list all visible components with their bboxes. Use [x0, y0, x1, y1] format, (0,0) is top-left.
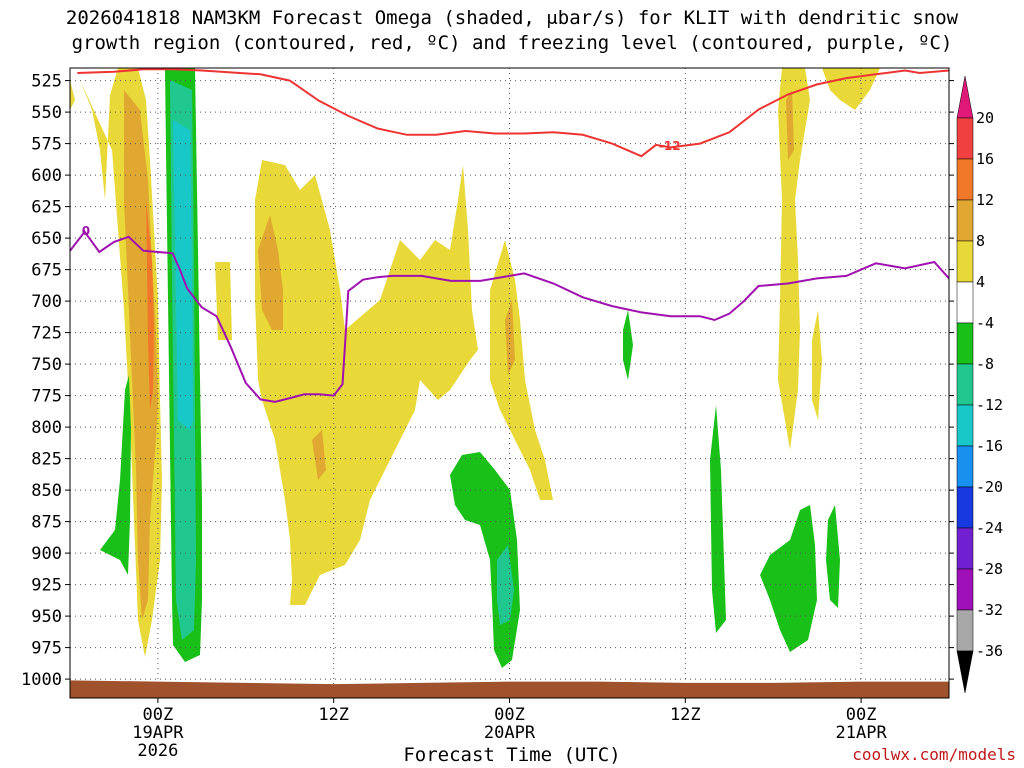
- omega-region-negative: [710, 405, 726, 633]
- y-tick-label: 575: [31, 135, 62, 155]
- colorbar-label: -20: [976, 478, 1003, 496]
- y-tick-label: 600: [31, 166, 62, 186]
- colorbar-label: 16: [976, 150, 994, 168]
- y-tick-label: 525: [31, 72, 62, 92]
- y-tick-label: 925: [31, 576, 62, 596]
- colorbar-label: -8: [976, 355, 994, 373]
- colorbar-swatch: [956, 322, 974, 365]
- colorbar-swatch: [956, 650, 974, 694]
- omega-region-positive: [778, 68, 810, 450]
- x-tick-label: 12Z: [670, 705, 701, 725]
- y-tick-label: 725: [31, 324, 62, 344]
- y-tick-label: 700: [31, 292, 62, 312]
- y-tick-label: 875: [31, 513, 62, 533]
- omega-region-positive: [786, 90, 794, 160]
- colorbar-label: -36: [976, 642, 1003, 660]
- y-tick-label: 1000: [21, 670, 62, 690]
- x-tick-label: 19APR: [132, 723, 184, 743]
- colorbar-label: -12: [976, 396, 1003, 414]
- colorbar-swatch: [956, 527, 974, 570]
- y-tick-label: 675: [31, 261, 62, 281]
- y-tick-label: 550: [31, 103, 62, 123]
- contours: -12 0: [70, 68, 949, 403]
- x-tick-label: 00Z: [143, 705, 174, 725]
- colorbar-label: -16: [976, 437, 1003, 455]
- x-tick-label: 20APR: [484, 723, 536, 743]
- omega-region-positive: [255, 160, 478, 605]
- omega-region-positive: [70, 80, 75, 110]
- colorbar-swatch: [956, 281, 974, 324]
- omega-region-positive: [490, 240, 553, 500]
- omega-shading: [70, 68, 880, 668]
- colorbar-swatch: [956, 117, 974, 160]
- contour-label: -12: [659, 139, 681, 153]
- omega-region-positive: [822, 68, 880, 110]
- y-tick-label: 850: [31, 481, 62, 501]
- colorbar-label: 20: [976, 109, 994, 127]
- colorbar-swatch: [956, 75, 974, 119]
- x-tick-label: 12Z: [318, 705, 349, 725]
- omega-region-negative: [826, 505, 840, 608]
- colorbar-swatch: [956, 445, 974, 488]
- x-axis-label: Forecast Time (UTC): [403, 744, 621, 766]
- credit-link[interactable]: coolwx.com/models: [852, 745, 1016, 764]
- y-tick-label: 650: [31, 229, 62, 249]
- colorbar-label: -4: [976, 314, 994, 332]
- omega-region-positive: [124, 90, 158, 620]
- y-tick-label: 625: [31, 198, 62, 218]
- y-tick-label: 975: [31, 639, 62, 659]
- colorbar-swatch: [956, 363, 974, 406]
- chart-title-line2: growth region (contoured, red, ºC) and f…: [71, 32, 953, 54]
- colorbar-label: 4: [976, 273, 985, 291]
- colorbar-swatch: [956, 240, 974, 283]
- chart-title: 2026041818 NAM3KM Forecast Omega (shaded…: [0, 6, 1024, 56]
- omega-region-positive: [312, 430, 326, 480]
- y-tick-label: 800: [31, 418, 62, 438]
- x-tick-label: 21APR: [836, 723, 888, 743]
- omega-region-positive: [505, 300, 515, 375]
- colorbar-swatch: [956, 199, 974, 242]
- colorbar-swatch: [956, 404, 974, 447]
- contour-label: 0: [82, 224, 90, 238]
- omega-region-negative: [760, 505, 817, 652]
- y-tick-label: 825: [31, 450, 62, 470]
- colorbar: 20 16 12 8 4 -4 -8 -12 -16 -20 -24 -28 -32 -36: [956, 75, 1003, 694]
- terrain-fill: [70, 680, 949, 698]
- x-tick-label: 00Z: [494, 705, 525, 725]
- x-tick-label: 00Z: [846, 705, 877, 725]
- y-tick-label: 950: [31, 607, 62, 627]
- colorbar-label: -32: [976, 601, 1003, 619]
- omega-region-positive: [812, 310, 822, 420]
- contour-line: [77, 68, 949, 158]
- chart-title-line1: 2026041818 NAM3KM Forecast Omega (shaded…: [65, 7, 959, 29]
- omega-region-negative: [100, 375, 131, 575]
- x-tick-label: 2026: [137, 741, 178, 761]
- y-tick-label: 775: [31, 387, 62, 407]
- colorbar-label: -28: [976, 560, 1003, 578]
- colorbar-swatch: [956, 486, 974, 529]
- omega-region-positive: [146, 200, 154, 410]
- colorbar-label: 12: [976, 191, 994, 209]
- grid: [70, 68, 949, 698]
- omega-region-positive: [258, 215, 283, 330]
- y-axis: 525 550 575 600 625 650 675 700 725 750 775 800 825 8…: [21, 72, 954, 690]
- omega-region-negative: [623, 310, 633, 380]
- contour-line: [70, 230, 949, 403]
- colorbar-label: 8: [976, 232, 985, 250]
- y-tick-label: 750: [31, 355, 62, 375]
- colorbar-swatch: [956, 609, 974, 652]
- colorbar-swatch: [956, 568, 974, 611]
- colorbar-label: -24: [976, 519, 1003, 537]
- y-tick-label: 900: [31, 544, 62, 564]
- omega-region-positive: [215, 262, 232, 340]
- colorbar-swatch: [956, 158, 974, 201]
